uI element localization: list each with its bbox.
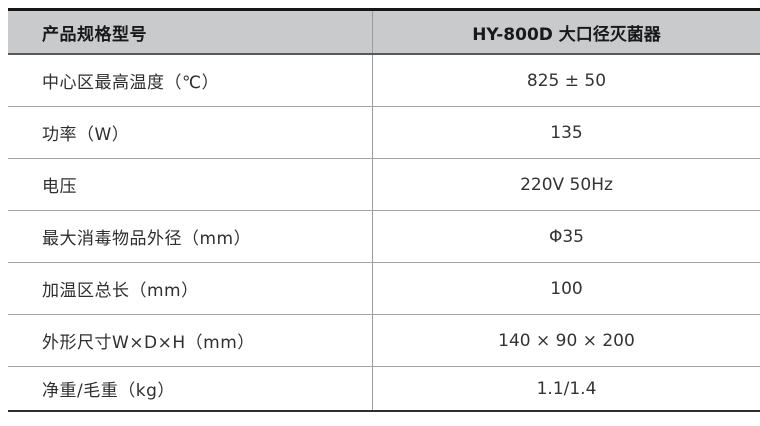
row-label: 加温区总长（mm） — [8, 263, 373, 314]
header-product-spec-label: 产品规格型号 — [8, 11, 373, 53]
header-model-name: HY-800D 大口径灭菌器 — [472, 24, 661, 45]
row-value: 825 ± 50 — [526, 70, 607, 91]
row-label: 电压 — [8, 159, 373, 210]
table-row-power: 功率（W） 135 — [8, 107, 760, 159]
row-value: 135 — [550, 122, 583, 143]
product-spec-table: 产品规格型号 HY-800D 大口径灭菌器 中心区最高温度（℃） 825 ± 5… — [8, 8, 760, 412]
row-value: 1.1/1.4 — [536, 378, 597, 399]
row-value: 140 × 90 × 200 — [498, 330, 635, 351]
row-value: Φ35 — [548, 226, 584, 247]
table-row-weight: 净重/毛重（kg） 1.1/1.4 — [8, 367, 760, 410]
table-row-max-item-diameter: 最大消毒物品外径（mm） Φ35 — [8, 211, 760, 263]
row-value: 100 — [550, 278, 583, 299]
row-label: 中心区最高温度（℃） — [8, 55, 373, 106]
table-row-heating-zone-length: 加温区总长（mm） 100 — [8, 263, 760, 315]
row-value: 220V 50Hz — [520, 174, 613, 195]
table-row-max-temp: 中心区最高温度（℃） 825 ± 50 — [8, 55, 760, 107]
table-row-voltage: 电压 220V 50Hz — [8, 159, 760, 211]
row-label: 净重/毛重（kg） — [8, 367, 373, 410]
table-header-row: 产品规格型号 HY-800D 大口径灭菌器 — [8, 11, 760, 55]
row-label: 功率（W） — [8, 107, 373, 158]
row-label: 外形尺寸W×D×H（mm） — [8, 315, 373, 366]
row-label: 最大消毒物品外径（mm） — [8, 211, 373, 262]
table-row-dimensions: 外形尺寸W×D×H（mm） 140 × 90 × 200 — [8, 315, 760, 367]
